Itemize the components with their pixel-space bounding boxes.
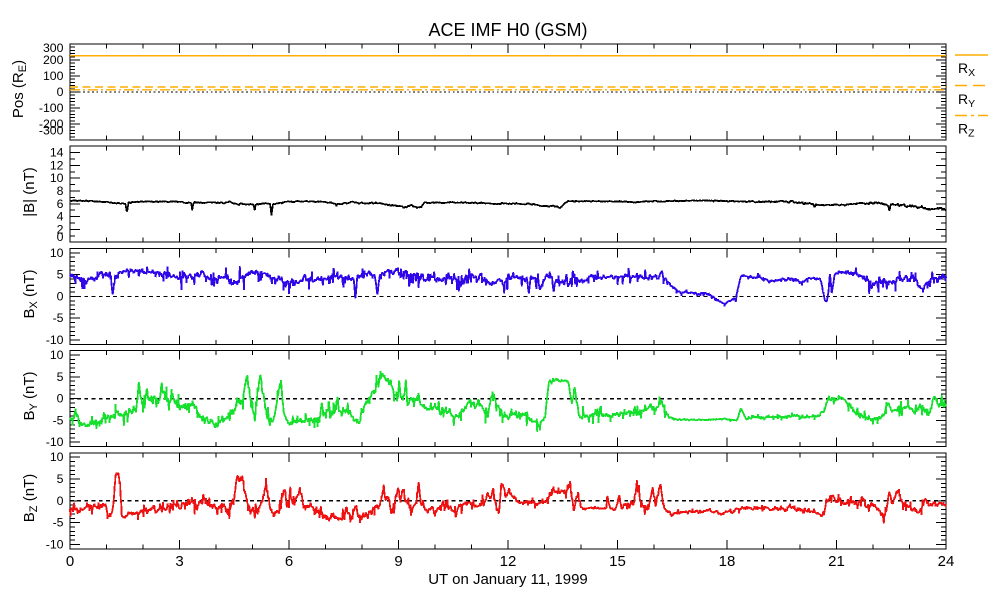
svg-text:-200: -200: [39, 117, 64, 131]
svg-text:5: 5: [57, 370, 64, 384]
svg-text:-10: -10: [46, 537, 64, 551]
svg-text:UT on January 11, 1999: UT on January 11, 1999: [428, 571, 588, 588]
svg-text:6: 6: [57, 197, 64, 211]
svg-text:24: 24: [938, 553, 955, 570]
svg-text:Pos (RE): Pos (RE): [10, 60, 29, 118]
svg-text:0: 0: [57, 392, 64, 406]
svg-text:200: 200: [43, 53, 64, 67]
svg-text:10: 10: [50, 246, 64, 260]
svg-text:18: 18: [719, 553, 736, 570]
svg-text:5: 5: [57, 268, 64, 282]
svg-text:-10: -10: [46, 333, 64, 347]
svg-text:4: 4: [57, 210, 64, 224]
svg-text:BY (nT): BY (nT): [21, 371, 40, 420]
svg-text:0: 0: [57, 289, 64, 303]
svg-text:100: 100: [43, 69, 64, 83]
svg-text:21: 21: [828, 553, 845, 570]
svg-text:0: 0: [57, 85, 64, 99]
svg-text:12: 12: [50, 158, 64, 172]
svg-text:ACE IMF H0 (GSM): ACE IMF H0 (GSM): [428, 20, 587, 40]
svg-text:12: 12: [500, 553, 517, 570]
svg-text:BX (nT): BX (nT): [21, 269, 40, 318]
svg-text:10: 10: [50, 171, 64, 185]
svg-text:2: 2: [57, 222, 64, 236]
svg-text:3: 3: [175, 553, 183, 570]
svg-text:-5: -5: [53, 516, 64, 530]
svg-text:10: 10: [50, 450, 64, 464]
svg-text:-5: -5: [53, 311, 64, 325]
svg-text:15: 15: [609, 553, 626, 570]
svg-text:300: 300: [43, 41, 64, 55]
svg-text:BZ (nT): BZ (nT): [21, 474, 40, 522]
svg-text:-100: -100: [39, 101, 64, 115]
svg-text:8: 8: [57, 184, 64, 198]
svg-text:|B| (nT): |B| (nT): [21, 167, 38, 216]
svg-text:5: 5: [57, 472, 64, 486]
svg-text:0: 0: [57, 494, 64, 508]
svg-text:0: 0: [57, 230, 64, 244]
svg-text:-300: -300: [39, 124, 64, 138]
svg-text:6: 6: [285, 553, 293, 570]
svg-text:-5: -5: [53, 413, 64, 427]
svg-text:0: 0: [66, 553, 74, 570]
svg-text:-10: -10: [46, 435, 64, 449]
svg-text:9: 9: [394, 553, 402, 570]
svg-text:14: 14: [50, 146, 64, 160]
svg-text:10: 10: [50, 348, 64, 362]
